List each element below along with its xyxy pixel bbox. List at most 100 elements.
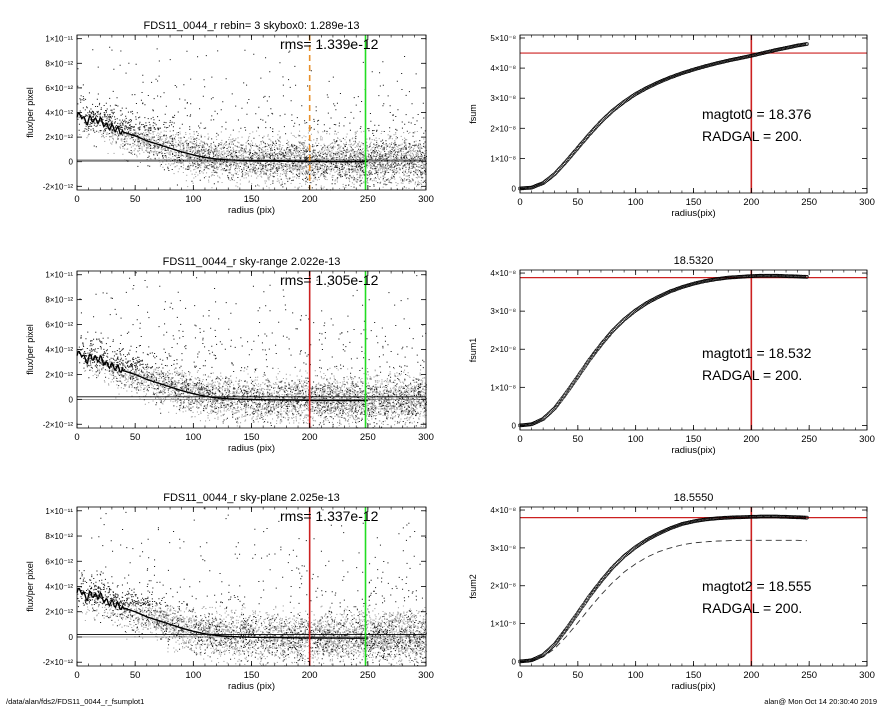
- y-tick-label: 4×10⁻⁸: [490, 269, 516, 278]
- y-tick-label: 6×10⁻¹²: [45, 557, 73, 566]
- x-tick-label: 200: [743, 434, 759, 445]
- scatter-dark-points: [78, 272, 427, 429]
- magtot-annotation: magtot1 = 18.532: [702, 345, 812, 361]
- x-tick-label: 300: [859, 670, 875, 681]
- y-axis-label: flux/per pixel: [25, 561, 35, 612]
- x-axis-label: radius(pix): [671, 681, 715, 692]
- scatter-dark-points: [77, 45, 427, 191]
- magtot-annotation: magtot2 = 18.555: [702, 578, 812, 594]
- x-tick-label: 100: [185, 670, 201, 681]
- mean-profile-line: [76, 112, 368, 163]
- y-axis-label: fsum: [468, 104, 478, 124]
- x-tick-label: 300: [859, 434, 875, 445]
- x-tick-label: 100: [628, 434, 644, 445]
- x-tick-label: 0: [517, 670, 522, 681]
- plot-frame: [76, 34, 427, 191]
- x-tick-label: 200: [302, 432, 318, 443]
- x-axis-label: radius(pix): [671, 445, 715, 456]
- chart-title: FDS11_0044_r sky-plane 2.025e-13: [163, 492, 340, 504]
- y-tick-label: 2×10⁻¹²: [45, 133, 73, 142]
- x-tick-label: 50: [573, 670, 584, 681]
- x-tick-label: 150: [686, 670, 702, 681]
- x-tick-label: 250: [801, 197, 817, 208]
- secondary-growth-curve: [519, 539, 807, 662]
- y-tick-label: 8×10⁻¹²: [45, 296, 73, 305]
- y-tick-label: -2×10⁻¹²: [43, 658, 74, 667]
- x-tick-label: 150: [244, 194, 260, 205]
- x-tick-label: 200: [743, 670, 759, 681]
- x-tick-label: 250: [801, 434, 817, 445]
- plot-frame: [519, 34, 868, 194]
- y-tick-label: 6×10⁻¹²: [45, 84, 73, 93]
- x-tick-label: 50: [130, 194, 141, 205]
- x-axis-label: radius (pix): [228, 205, 275, 216]
- x-tick-label: 0: [74, 194, 79, 205]
- mean-profile-line: [76, 587, 368, 639]
- x-tick-label: 200: [743, 197, 759, 208]
- y-tick-label: 1×10⁻¹¹: [45, 507, 73, 516]
- plot-frame: [519, 506, 868, 667]
- x-tick-label: 300: [859, 197, 875, 208]
- mean-profile-line: [76, 350, 368, 402]
- x-tick-label: 0: [517, 197, 522, 208]
- x-tick-label: 250: [360, 432, 376, 443]
- x-tick-label: 300: [418, 432, 434, 443]
- footer-user-date: alan@ Mon Oct 14 20:30:40 2019: [764, 697, 877, 706]
- y-axis-label: fsum2: [468, 574, 478, 599]
- x-axis-label: radius (pix): [228, 681, 275, 692]
- x-tick-label: 50: [573, 434, 584, 445]
- y-tick-label: 2×10⁻⁸: [490, 582, 516, 591]
- x-tick-label: 150: [686, 197, 702, 208]
- x-tick-label: 100: [628, 197, 644, 208]
- y-tick-label: 0: [69, 633, 74, 642]
- x-tick-label: 250: [801, 670, 817, 681]
- x-tick-label: 100: [628, 670, 644, 681]
- y-tick-label: 2×10⁻⁸: [490, 124, 516, 133]
- x-tick-label: 50: [573, 197, 584, 208]
- x-axis-label: radius(pix): [671, 208, 715, 219]
- y-tick-label: 4×10⁻⁸: [490, 64, 516, 73]
- y-tick-label: 4×10⁻⁸: [490, 506, 516, 515]
- y-tick-label: 0: [512, 184, 517, 193]
- x-tick-label: 0: [517, 434, 522, 445]
- scatter-points: [77, 507, 428, 667]
- scatter-points: [77, 45, 427, 191]
- y-tick-label: 3×10⁻⁸: [490, 307, 516, 316]
- y-tick-label: 5×10⁻⁸: [490, 34, 516, 43]
- y-tick-label: 3×10⁻⁸: [490, 544, 516, 553]
- chart-title: 18.5320: [674, 255, 714, 267]
- chart-title: FDS11_0044_r sky-range 2.022e-13: [163, 256, 341, 268]
- x-tick-label: 100: [185, 432, 201, 443]
- y-tick-label: 2×10⁻¹²: [45, 370, 73, 379]
- y-tick-label: 3×10⁻⁸: [490, 94, 516, 103]
- y-tick-label: 0: [512, 421, 517, 430]
- x-tick-label: 200: [302, 194, 318, 205]
- y-tick-label: -2×10⁻¹²: [43, 182, 74, 191]
- x-tick-label: 0: [74, 432, 79, 443]
- x-tick-label: 150: [244, 432, 260, 443]
- y-tick-label: 0: [69, 395, 74, 404]
- x-tick-label: 0: [74, 670, 79, 681]
- x-tick-label: 250: [360, 194, 376, 205]
- y-tick-label: 4×10⁻¹²: [45, 109, 73, 118]
- x-tick-label: 150: [686, 434, 702, 445]
- y-tick-label: 4×10⁻¹²: [45, 346, 73, 355]
- y-tick-label: 1×10⁻¹¹: [45, 271, 73, 280]
- x-tick-label: 300: [418, 670, 434, 681]
- plot-frame: [519, 269, 868, 431]
- y-tick-label: 1×10⁻⁸: [490, 383, 516, 392]
- y-axis-label: fsum1: [468, 338, 478, 363]
- radgal-annotation: RADGAL = 200.: [702, 128, 802, 144]
- y-tick-label: 0: [69, 158, 74, 167]
- magtot-annotation: magtot0 = 18.376: [702, 106, 812, 122]
- y-tick-label: 8×10⁻¹²: [45, 59, 73, 68]
- y-axis-label: flux/per pixel: [25, 324, 35, 375]
- scatter-points: [78, 272, 427, 429]
- radgal-annotation: RADGAL = 200.: [702, 600, 802, 616]
- chart-title: FDS11_0044_r rebin= 3 skybox0: 1.289e-13: [144, 20, 360, 32]
- x-tick-label: 100: [185, 194, 201, 205]
- y-tick-label: 1×10⁻⁸: [490, 620, 516, 629]
- rms-annotation: rms= 1.337e-12: [280, 508, 379, 524]
